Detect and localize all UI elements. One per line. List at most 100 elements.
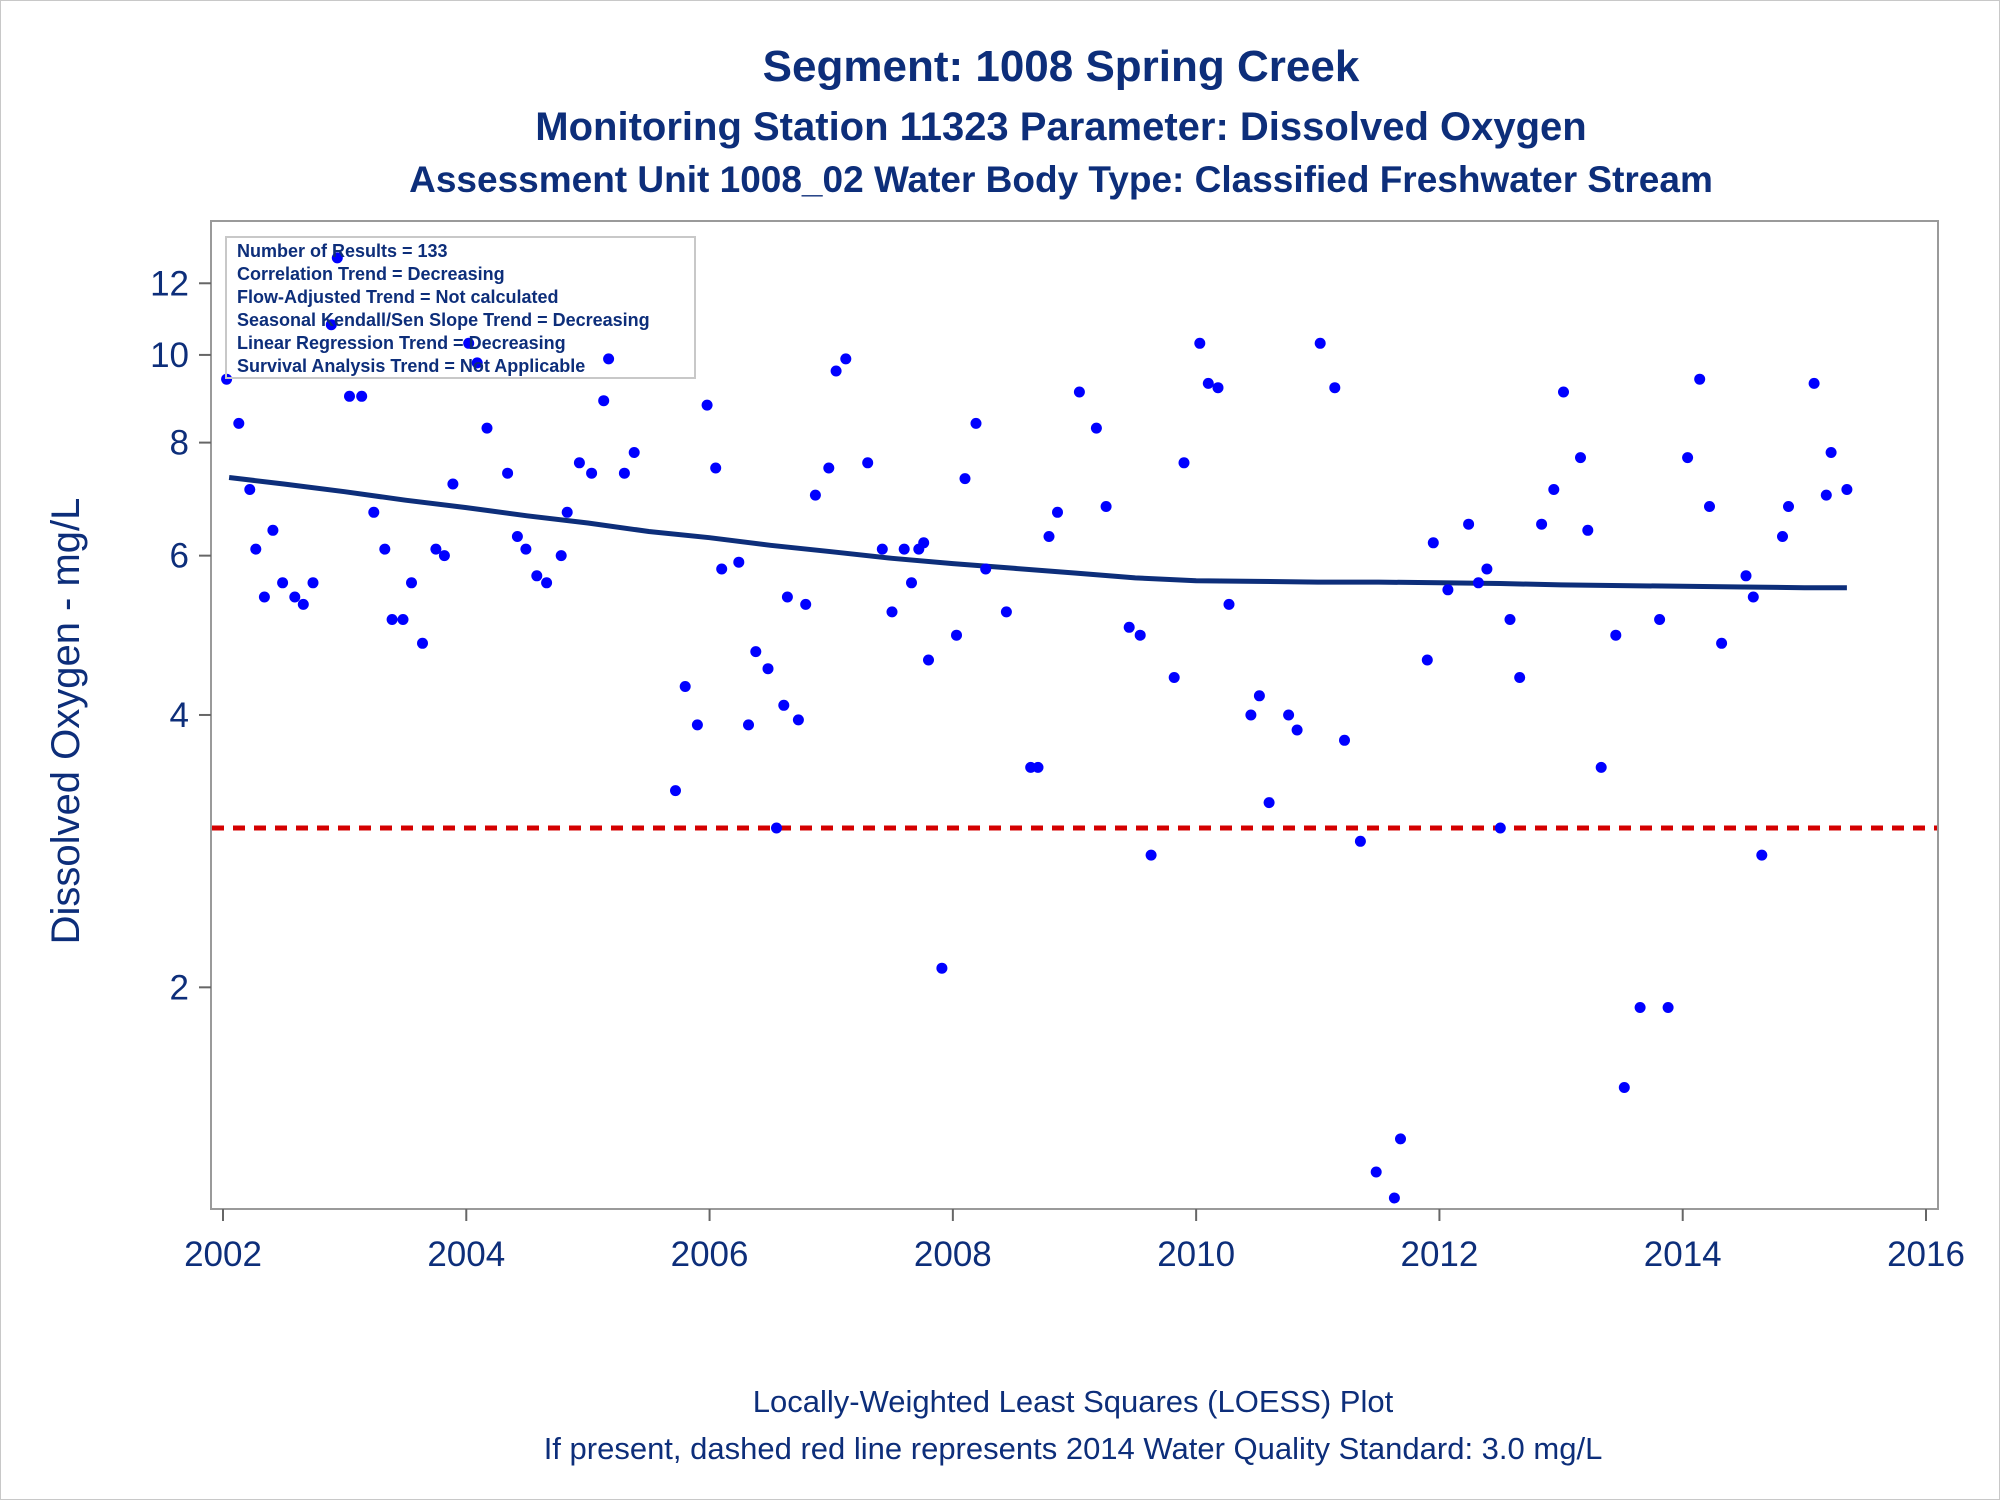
- data-point-123: [1704, 501, 1715, 512]
- data-point-114: [1582, 524, 1594, 536]
- data-point-61: [886, 606, 898, 618]
- data-point-10: [307, 577, 319, 589]
- data-point-86: [1202, 377, 1214, 389]
- data-point-23: [447, 478, 459, 490]
- data-point-50: [771, 822, 782, 834]
- data-point-117: [1618, 1082, 1630, 1093]
- stats-line-results: Number of Results = 133: [237, 241, 448, 261]
- data-point-107: [1494, 822, 1506, 834]
- data-point-17: [386, 614, 398, 625]
- x-tick-label-2016: 2016: [1887, 1235, 1965, 1274]
- data-point-51: [778, 699, 790, 711]
- data-point-69: [959, 473, 971, 485]
- data-point-57: [830, 365, 842, 377]
- data-point-41: [679, 681, 691, 692]
- data-point-34: [573, 457, 585, 469]
- data-point-16: [379, 543, 391, 555]
- y-axis-label: Dissolved Oxygen - mg/L: [44, 498, 88, 945]
- data-point-62: [898, 543, 910, 555]
- data-point-43: [701, 399, 713, 411]
- data-point-67: [936, 962, 948, 974]
- footnote-loess: Locally-Weighted Least Squares (LOESS) P…: [753, 1384, 1394, 1419]
- stats-box-frame: [225, 236, 696, 379]
- data-point-2: [233, 417, 245, 429]
- data-point-122: [1694, 373, 1706, 385]
- data-point-76: [1052, 506, 1063, 518]
- data-point-79: [1100, 501, 1112, 512]
- data-point-128: [1777, 531, 1788, 542]
- data-point-35: [586, 467, 598, 479]
- data-point-125: [1740, 570, 1752, 582]
- data-point-37: [603, 353, 615, 365]
- stats-line-survival: Survival Analysis Trend = Not Applicable: [237, 356, 585, 376]
- x-tick-label-2006: 2006: [671, 1235, 749, 1274]
- data-point-44: [710, 462, 722, 474]
- data-point-52: [781, 591, 793, 603]
- data-point-92: [1283, 709, 1295, 721]
- data-point-55: [809, 489, 821, 501]
- data-point-8: [289, 591, 301, 603]
- data-point-9: [297, 598, 309, 610]
- data-point-101: [1421, 654, 1433, 666]
- data-point-30: [531, 570, 543, 582]
- x-tick-label-2008: 2008: [914, 1235, 992, 1274]
- data-point-12: [331, 252, 343, 264]
- data-point-82: [1145, 849, 1157, 861]
- data-point-83: [1168, 672, 1180, 683]
- points-group: [221, 252, 1853, 1204]
- data-point-21: [430, 543, 442, 555]
- data-point-22: [438, 550, 450, 562]
- data-point-40: [670, 785, 681, 797]
- data-point-89: [1245, 709, 1257, 721]
- data-point-102: [1427, 537, 1439, 549]
- data-point-63: [906, 577, 917, 589]
- data-point-88: [1223, 598, 1235, 610]
- loess-group: [228, 475, 1847, 591]
- data-point-119: [1654, 614, 1666, 625]
- y-tick-label-12: 12: [150, 264, 189, 303]
- data-point-115: [1595, 761, 1607, 773]
- data-point-26: [481, 422, 493, 434]
- data-point-5: [258, 591, 270, 603]
- data-point-99: [1388, 1192, 1400, 1204]
- data-point-54: [800, 598, 812, 610]
- data-point-15: [368, 506, 380, 518]
- data-point-100: [1395, 1133, 1406, 1145]
- data-point-130: [1808, 377, 1820, 389]
- data-point-13: [344, 390, 355, 402]
- x-tick-label-2004: 2004: [427, 1235, 505, 1274]
- data-point-53: [792, 714, 804, 726]
- data-point-11: [325, 319, 337, 331]
- data-point-19: [406, 577, 417, 589]
- data-point-47: [743, 719, 754, 731]
- y-tick-label-6: 6: [170, 537, 189, 576]
- data-point-112: [1558, 386, 1569, 398]
- data-point-31: [541, 577, 553, 589]
- data-point-75: [1043, 531, 1055, 542]
- chart-title: Segment: 1008 Spring Creek: [763, 42, 1360, 91]
- data-point-91: [1263, 797, 1275, 809]
- plot-area: [210, 220, 1939, 1210]
- data-point-74: [1032, 761, 1044, 773]
- data-point-59: [862, 457, 874, 469]
- data-point-24: [463, 337, 475, 349]
- data-point-39: [628, 447, 640, 458]
- data-point-87: [1212, 382, 1224, 394]
- data-point-32: [555, 550, 567, 562]
- x-tick-label-2010: 2010: [1157, 1235, 1235, 1274]
- y-tick-label-10: 10: [150, 336, 189, 375]
- chart-subtitle-station: Monitoring Station 11323 Parameter: Diss…: [535, 105, 1586, 149]
- data-point-131: [1820, 489, 1832, 501]
- data-point-129: [1783, 501, 1794, 512]
- data-point-111: [1548, 484, 1560, 495]
- data-point-110: [1536, 518, 1548, 530]
- data-point-113: [1575, 452, 1586, 464]
- stats-line-linear-regression: Linear Regression Trend = Decreasing: [237, 333, 566, 353]
- data-point-109: [1514, 672, 1526, 683]
- stats-box: Number of Results = 133 Correlation Tren…: [225, 236, 696, 379]
- data-point-95: [1329, 382, 1341, 394]
- data-point-42: [691, 719, 703, 731]
- data-point-72: [1000, 606, 1012, 618]
